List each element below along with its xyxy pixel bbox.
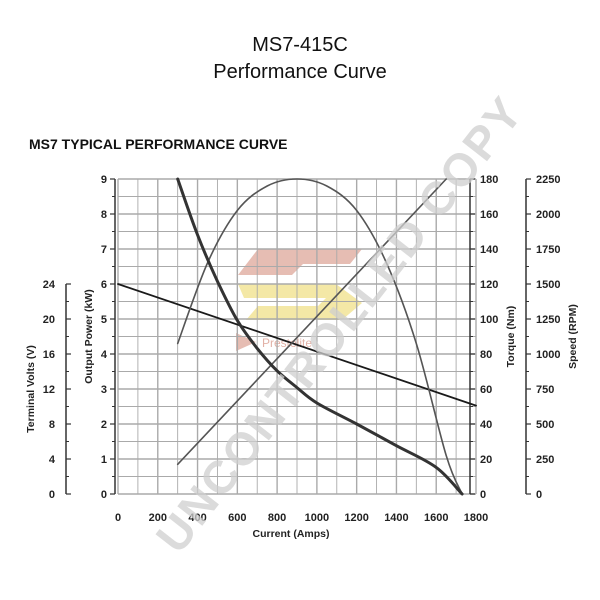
x-tick-label: 0 [115,512,121,524]
x-tick-label: 1000 [305,512,329,524]
watermark-text: UNCONTROLLED COPY [146,86,534,562]
speed-tick-label: 1250 [536,314,560,326]
speed-tick-label: 250 [536,454,554,466]
terminal-volts-tick-label: 16 [43,349,55,361]
torque-axis-label: Torque (Nm) [505,306,517,368]
output-power-tick-label: 9 [101,174,107,186]
speed-tick-label: 750 [536,384,554,396]
speed-tick-label: 2000 [536,209,560,221]
document-subtitle: Performance Curve [213,61,387,83]
x-tick-label: 400 [188,512,206,524]
output-power-tick-label: 3 [101,384,107,396]
speed-tick-label: 1000 [536,349,560,361]
speed-curve [176,177,464,496]
torque-tick-label: 120 [480,279,498,291]
logo-red-shape [238,249,362,275]
output-power-tick-label: 4 [101,349,108,361]
torque-tick-label: 0 [480,489,486,501]
terminal-volts-tick-label: 24 [43,279,56,291]
output-power-tick-label: 1 [101,454,107,466]
speed-tick-label: 1750 [536,244,560,256]
output-power-tick-label: 0 [101,489,107,501]
x-tick-label: 600 [228,512,246,524]
output-power-curve [176,178,463,495]
x-tick-label: 800 [268,512,286,524]
terminal-volts-axis-label: Terminal Volts (V) [25,345,37,433]
x-tick-label: 1400 [384,512,408,524]
logo-yellow-shape [238,284,362,320]
output-power-tick-label: 6 [101,279,107,291]
x-tick-label: 1200 [344,512,368,524]
logo-arrow-shape [236,333,256,351]
terminal-volts-tick-label: 4 [49,454,56,466]
model-title: MS7-415C [252,34,348,56]
series-layer [117,177,477,496]
output-power-tick-label: 7 [101,244,107,256]
output-power-axis-label: Output Power (kW) [83,289,95,384]
terminal-volts-tick-label: 8 [49,419,55,431]
torque-tick-label: 20 [480,454,492,466]
speed-tick-label: 0 [536,489,542,501]
x-tick-label: 1800 [464,512,488,524]
terminal-volts-tick-label: 20 [43,314,55,326]
torque-tick-label: 100 [480,314,498,326]
x-axis-label: Current (Amps) [252,528,329,540]
output-power-tick-label: 5 [101,314,107,326]
x-tick-label: 1600 [424,512,448,524]
axes: 0 200 400 600 800 1000 1200 1400 1600 1800Current… [25,174,579,540]
torque-tick-label: 140 [480,244,498,256]
speed-tick-label: 1500 [536,279,560,291]
torque-curve [176,178,447,466]
speed-tick-label: 2250 [536,174,560,186]
terminal-volts-tick-label: 0 [49,489,55,501]
chart-title: MS7 TYPICAL PERFORMANCE CURVE [29,136,288,152]
terminal-volts-tick-label: 12 [43,384,55,396]
speed-axis-label: Speed (RPM) [567,304,579,369]
output-power-tick-label: 2 [101,419,107,431]
terminal-volts-curve [117,283,477,407]
x-tick-label: 200 [149,512,167,524]
output-power-tick-label: 8 [101,209,107,221]
torque-tick-label: 60 [480,384,492,396]
torque-tick-label: 40 [480,419,492,431]
torque-tick-label: 80 [480,349,492,361]
torque-tick-label: 180 [480,174,498,186]
torque-tick-label: 160 [480,209,498,221]
speed-tick-label: 500 [536,419,554,431]
